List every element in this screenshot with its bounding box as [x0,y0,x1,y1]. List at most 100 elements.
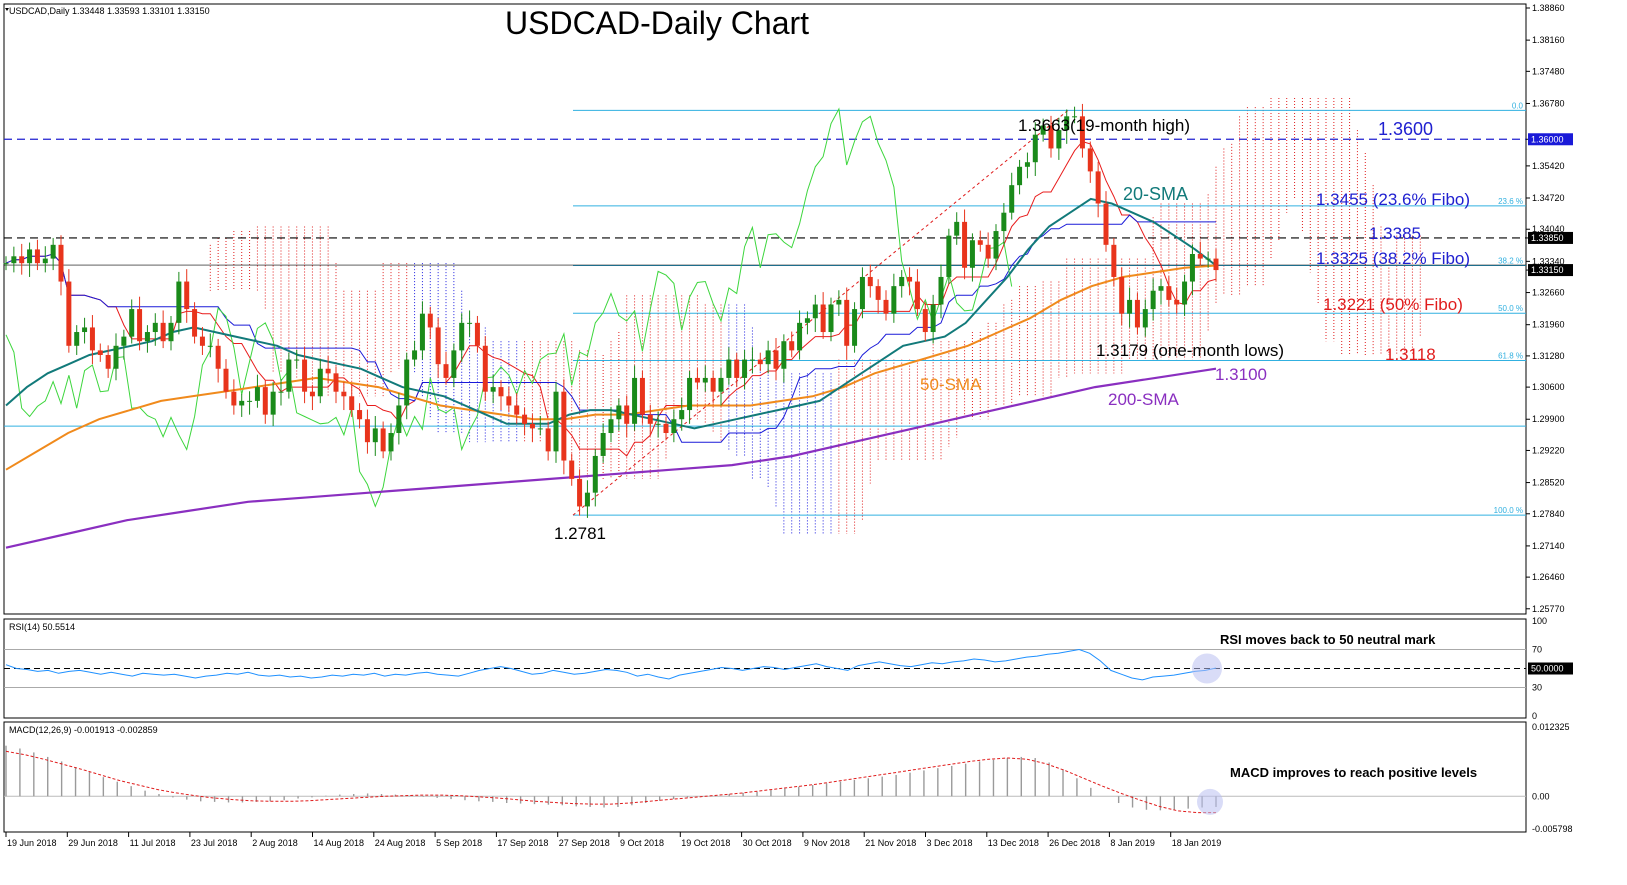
candle-body[interactable] [231,391,237,406]
candle-body[interactable] [687,377,693,411]
candle-body[interactable] [962,221,968,268]
candle-body[interactable] [443,364,449,378]
candle-body[interactable] [781,341,787,369]
candle-body[interactable] [1174,299,1180,305]
candle-body[interactable] [121,336,127,346]
candle-body[interactable] [1056,130,1062,149]
candle-body[interactable] [27,249,33,264]
candle-body[interactable] [1111,244,1117,277]
candle-body[interactable] [1150,290,1156,310]
candle-body[interactable] [199,336,205,346]
candle-body[interactable] [105,354,111,369]
candle-body[interactable] [726,359,732,378]
candle-body[interactable] [278,391,284,393]
candle-body[interactable] [317,368,323,397]
candle-body[interactable] [765,350,771,365]
candle-body[interactable] [152,322,158,333]
candle-body[interactable] [702,377,708,383]
candle-body[interactable] [1079,116,1085,149]
candle-body[interactable] [1134,299,1140,328]
candle-body[interactable] [553,391,559,452]
candle-body[interactable] [1189,254,1195,282]
candle-body[interactable] [679,410,685,420]
candle-body[interactable] [797,322,803,351]
candle-body[interactable] [333,373,339,392]
candle-body[interactable] [129,309,135,337]
candle-body[interactable] [710,377,716,392]
candle-body[interactable] [977,240,983,245]
candle-body[interactable] [372,428,378,443]
candle-body[interactable] [1119,276,1125,314]
candle-body[interactable] [537,428,543,430]
candle-body[interactable] [647,414,653,424]
candle-body[interactable] [341,391,347,397]
candle-body[interactable] [1072,116,1078,118]
candle-body[interactable] [545,428,551,452]
candle-body[interactable] [144,332,150,342]
candle-body[interactable] [396,405,402,434]
candle-body[interactable] [891,286,897,314]
candle-body[interactable] [176,281,182,323]
candle-body[interactable] [584,492,590,507]
candle-body[interactable] [66,281,72,346]
candle-body[interactable] [380,428,386,452]
candle-body[interactable] [349,396,355,411]
candle-body[interactable] [663,423,669,434]
candle-body[interactable] [357,410,363,420]
candle-body[interactable] [160,322,166,342]
candle-body[interactable] [1032,134,1038,163]
candle-body[interactable] [742,359,748,378]
candle-body[interactable] [42,258,48,264]
candle-body[interactable] [561,391,567,461]
candle-body[interactable] [364,419,370,443]
candle-body[interactable] [1142,309,1148,328]
candle-body[interactable] [600,433,606,456]
collapse-triangle-icon[interactable] [5,8,9,11]
candle-body[interactable] [427,313,433,328]
candle-body[interactable] [1103,203,1109,245]
candle-body[interactable] [89,327,95,351]
candle-body[interactable] [836,299,842,305]
candle-body[interactable] [655,423,661,425]
candle-body[interactable] [1182,281,1188,305]
candle-body[interactable] [616,405,622,420]
candle-body[interactable] [286,359,292,392]
candle-body[interactable] [922,309,928,333]
candle-body[interactable] [969,240,975,268]
candle-body[interactable] [907,276,913,282]
candle-body[interactable] [1166,286,1172,300]
candle-body[interactable] [938,276,944,305]
candle-body[interactable] [757,359,763,365]
candle-body[interactable] [1213,258,1219,271]
candle-body[interactable] [773,350,779,369]
candle-body[interactable] [11,256,17,264]
candle-body[interactable] [1040,125,1046,135]
candle-body[interactable] [852,309,858,346]
candle-body[interactable] [58,244,64,282]
candle-body[interactable] [435,327,441,365]
candle-body[interactable] [671,419,677,434]
candle-body[interactable] [608,419,614,434]
candle-body[interactable] [804,318,810,323]
candle-body[interactable] [184,281,190,310]
candle-body[interactable] [1087,148,1093,172]
candle-body[interactable] [632,377,638,424]
candle-body[interactable] [207,345,213,347]
candle-body[interactable] [490,387,496,392]
candle-body[interactable] [624,405,630,424]
candle-body[interactable] [482,345,488,392]
candle-body[interactable] [239,400,245,406]
candle-body[interactable] [812,304,818,319]
candle-body[interactable] [1127,299,1133,314]
candle-body[interactable] [592,455,598,493]
candle-body[interactable] [302,359,308,392]
candle-body[interactable] [498,387,504,397]
candle-body[interactable] [137,309,143,342]
candle-body[interactable] [828,304,834,333]
candle-body[interactable] [192,309,198,337]
candle-body[interactable] [1197,254,1203,259]
candle-body[interactable] [34,249,40,264]
candlesticks[interactable] [3,103,1219,518]
candle-body[interactable] [718,377,724,392]
candle-body[interactable] [694,377,700,383]
